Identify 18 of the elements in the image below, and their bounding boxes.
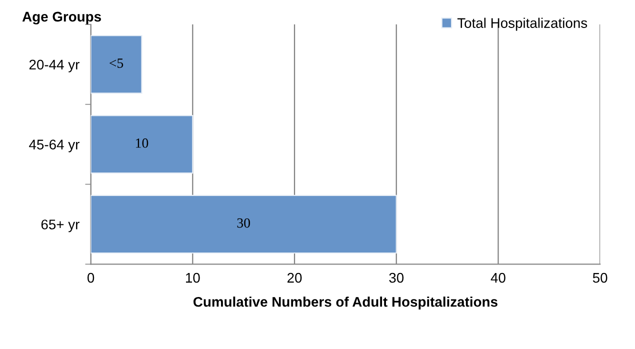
data-label: 30 (237, 218, 250, 228)
data-label: <5 (110, 58, 124, 68)
bar (90, 194, 397, 254)
x-axis-title: Cumulative Numbers of Adult Hospitalizations (193, 296, 498, 310)
x-tick-label: 10 (186, 272, 200, 283)
y-axis-title: Age Groups (22, 12, 101, 24)
legend-label: Total Hospitalizations (457, 18, 588, 31)
x-tick-label: 40 (490, 272, 506, 283)
x-tick-label: 20 (287, 272, 302, 283)
data-label: 10 (136, 138, 148, 148)
y-tick-label: 45-64 yr (29, 140, 80, 152)
bar (90, 114, 194, 174)
y-tick-label: 65+ yr (41, 220, 80, 232)
x-tick-label: 0 (87, 272, 94, 283)
bar (90, 35, 142, 94)
x-tick-label: 50 (592, 272, 608, 283)
y-tick-label: 20-44 yr (29, 60, 80, 72)
x-tick-label: 30 (389, 272, 404, 283)
